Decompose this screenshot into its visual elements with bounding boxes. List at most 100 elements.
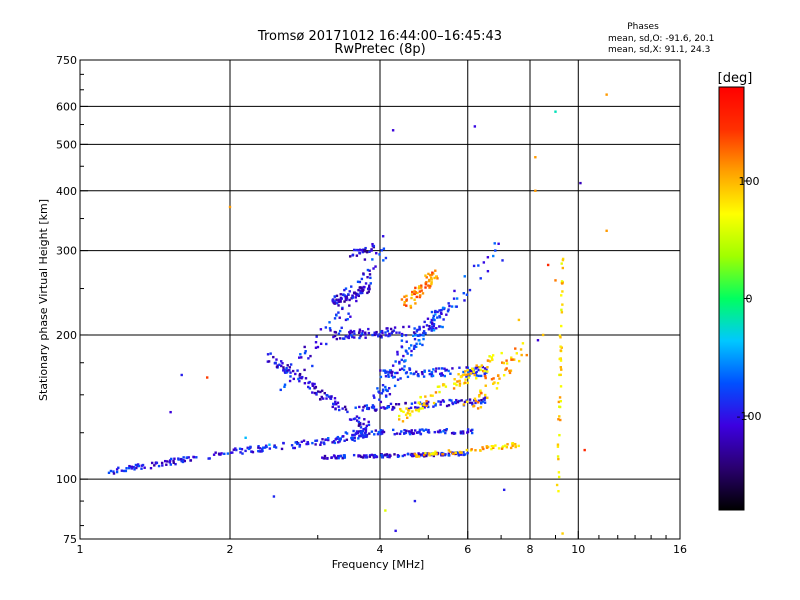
data-point: [438, 309, 441, 312]
data-point: [467, 373, 470, 376]
data-point: [366, 406, 369, 410]
data-point: [375, 330, 378, 334]
data-point: [583, 448, 586, 452]
data-point: [474, 399, 477, 403]
data-point: [217, 452, 221, 455]
data-point: [364, 428, 368, 432]
data-point: [378, 398, 381, 401]
data-point: [389, 327, 393, 331]
data-point: [279, 388, 282, 392]
data-point: [390, 374, 394, 377]
data-point: [509, 446, 513, 450]
data-point: [441, 453, 445, 456]
data-point: [441, 399, 445, 402]
data-point: [387, 375, 390, 378]
data-point: [458, 382, 462, 385]
data-point: [412, 334, 415, 337]
data-point: [477, 395, 481, 398]
data-point: [447, 369, 450, 373]
data-point: [349, 330, 353, 333]
data-point: [415, 295, 419, 299]
data-point: [360, 333, 363, 337]
data-point: [432, 328, 436, 332]
data-point: [424, 428, 428, 431]
data-point: [313, 391, 317, 395]
data-point: [337, 304, 340, 307]
data-point: [438, 316, 442, 319]
data-point: [379, 400, 383, 404]
data-point: [560, 368, 563, 371]
data-point: [558, 415, 561, 418]
data-point: [337, 441, 340, 444]
data-point: [363, 418, 366, 421]
data-point: [439, 372, 442, 376]
data-point: [427, 405, 430, 409]
data-point: [382, 259, 385, 262]
data-point: [430, 278, 433, 281]
data-point: [115, 468, 119, 471]
data-point: [486, 269, 490, 273]
data-point: [396, 353, 399, 356]
data-point: [462, 292, 465, 295]
data-point: [301, 375, 304, 379]
data-point: [361, 429, 365, 433]
data-point: [130, 467, 134, 470]
data-point: [425, 404, 428, 408]
data-point: [325, 397, 328, 400]
data-point: [477, 401, 480, 404]
data-point: [172, 461, 175, 465]
data-point: [423, 406, 426, 409]
data-point: [384, 256, 388, 260]
data-point: [336, 435, 340, 439]
data-point: [428, 286, 431, 289]
data-point: [315, 439, 319, 442]
data-point: [286, 364, 289, 367]
data-point: [484, 376, 487, 380]
data-point: [474, 401, 477, 405]
data-point: [364, 427, 367, 430]
data-point: [329, 397, 333, 400]
data-point: [401, 420, 405, 423]
data-point: [370, 406, 374, 409]
data-point: [297, 377, 300, 381]
data-point: [185, 456, 189, 459]
data-point: [391, 330, 394, 333]
y-tick-label: 75: [63, 533, 77, 546]
data-point: [107, 471, 111, 475]
data-point: [368, 455, 372, 458]
data-point: [332, 454, 336, 457]
data-point: [431, 374, 435, 378]
data-point: [350, 285, 353, 288]
data-point: [416, 373, 420, 376]
data-point: [289, 371, 292, 374]
data-point: [398, 362, 401, 365]
data-point: [458, 379, 461, 383]
data-point: [205, 376, 209, 379]
data-point: [165, 463, 168, 466]
data-point: [470, 448, 473, 451]
data-point: [425, 454, 428, 458]
data-point: [384, 385, 387, 389]
data-point: [336, 299, 339, 302]
data-point: [272, 355, 275, 359]
data-point: [393, 326, 397, 329]
data-point: [109, 469, 113, 473]
data-point: [561, 290, 564, 293]
data-point: [403, 303, 406, 307]
data-point: [447, 452, 451, 455]
data-point: [457, 373, 460, 376]
x-axis: 1 2 4 6 8 10 16: [77, 531, 687, 556]
data-point: [232, 448, 236, 451]
data-point: [465, 293, 469, 296]
data-point: [381, 456, 384, 459]
data-point: [463, 299, 466, 302]
data-point: [249, 445, 252, 449]
data-point: [464, 378, 467, 381]
data-point: [560, 308, 563, 312]
data-point: [348, 304, 351, 307]
data-point: [360, 287, 363, 290]
data-point: [350, 436, 353, 440]
data-point: [419, 432, 422, 436]
data-point: [405, 304, 408, 307]
data-point: [352, 417, 356, 421]
